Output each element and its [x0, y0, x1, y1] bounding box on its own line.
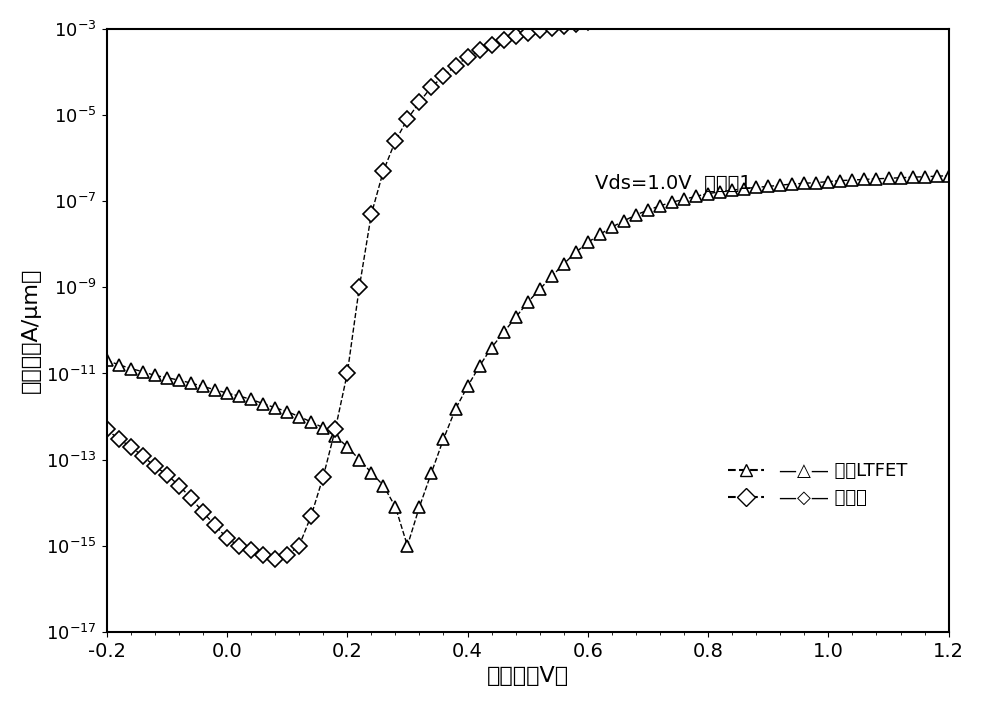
Y-axis label: 漏电流（A/μm）: 漏电流（A/μm） — [21, 268, 40, 393]
X-axis label: 栅电压（V）: 栅电压（V） — [487, 666, 568, 686]
Legend: —△— 常规LTFET, —◇— 本发明: —△— 常规LTFET, —◇— 本发明 — [721, 455, 914, 514]
Text: Vds=1.0V  实施例1: Vds=1.0V 实施例1 — [595, 174, 752, 192]
